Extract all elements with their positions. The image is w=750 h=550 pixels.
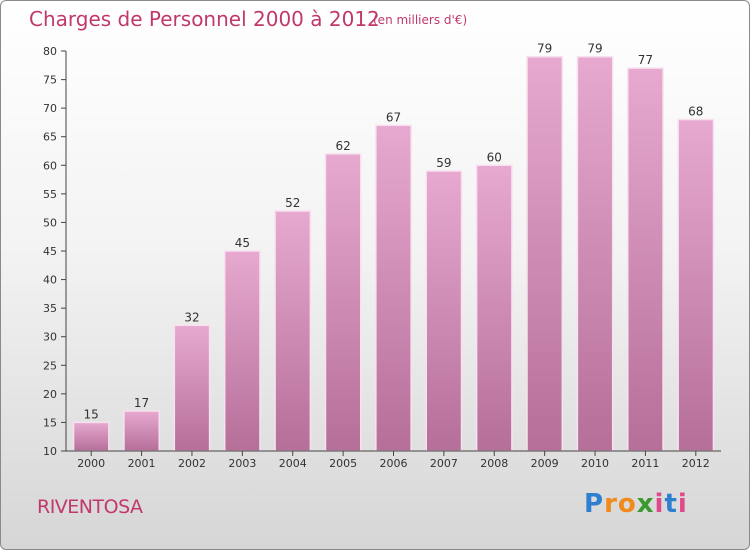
x-tick-label: 2000 [77, 457, 105, 470]
bar-2002 [173, 324, 211, 452]
logo-letter: P [584, 489, 605, 519]
bar-value-label: 52 [285, 196, 300, 210]
y-tick-label: 35 [43, 302, 57, 315]
x-tick-label: 2010 [581, 457, 609, 470]
bar-value-label: 67 [386, 110, 401, 124]
y-tick-label: 20 [43, 388, 57, 401]
y-tick-label: 60 [43, 159, 57, 172]
y-tick-label: 40 [43, 274, 57, 287]
bar-2011 [627, 67, 664, 452]
y-tick-label: 10 [43, 445, 57, 458]
logo-letter: i [654, 489, 665, 519]
x-tick-label: 2011 [631, 457, 659, 470]
y-tick-label: 80 [43, 45, 57, 58]
logo-letter: r [604, 489, 618, 519]
bar-2005 [324, 153, 362, 452]
bar-value-label: 77 [638, 53, 653, 67]
bar-value-label: 59 [436, 156, 451, 170]
bar-value-label: 32 [184, 310, 199, 324]
y-tick-label: 65 [43, 131, 57, 144]
bar-2010 [576, 55, 614, 452]
y-tick-label: 50 [43, 216, 57, 229]
bar-value-label: 45 [235, 236, 250, 250]
x-tick-label: 2005 [329, 457, 357, 470]
bar-value-label: 60 [487, 150, 502, 164]
logo-letter: i [677, 489, 688, 519]
bar-2006 [375, 124, 412, 452]
y-tick-label: 45 [43, 245, 57, 258]
x-axis: 2000 2001 2002 2003 2004 2005 2006 2007 2008 2009… [66, 450, 721, 470]
bars: 15 17 32 45 52 62 67 59 60 79 79 77 68 [72, 42, 715, 452]
x-tick-label: 2009 [531, 457, 559, 470]
bar-2000 [72, 421, 110, 452]
chart-title: Charges de Personnel 2000 à 2012 [29, 7, 380, 31]
y-tick-label: 70 [43, 102, 57, 115]
chart-subtitle: (en milliers d'€) [373, 13, 468, 27]
proxiti-logo: Proxiti [584, 489, 688, 519]
x-tick-label: 2007 [430, 457, 458, 470]
x-tick-label: 2012 [682, 457, 710, 470]
y-axis: 10 15 20 25 30 35 40 45 50 55 60 65 70 75 80 [43, 45, 67, 458]
logo-letter: x [636, 489, 655, 519]
bar-value-label: 15 [84, 407, 99, 421]
bar-value-label: 62 [335, 139, 350, 153]
y-tick-label: 55 [43, 188, 57, 201]
bar-value-label: 79 [537, 42, 552, 56]
logo-letter: t [664, 489, 678, 519]
x-tick-label: 2006 [380, 457, 408, 470]
x-tick-label: 2003 [228, 457, 256, 470]
x-tick-label: 2008 [480, 457, 508, 470]
logo-letter: o [617, 489, 637, 519]
y-tick-label: 25 [43, 359, 57, 372]
y-tick-label: 30 [43, 331, 57, 344]
bar-2012 [677, 118, 715, 452]
bar-2004 [274, 210, 312, 452]
x-tick-label: 2004 [279, 457, 307, 470]
commune-name: RIVENTOSA [37, 496, 143, 518]
bar-2003 [223, 250, 261, 452]
y-tick-label: 15 [43, 416, 57, 429]
bar-value-label: 79 [587, 42, 602, 56]
bar-value-label: 17 [134, 396, 149, 410]
x-tick-label: 2001 [128, 457, 156, 470]
bar-2001 [123, 410, 160, 452]
bar-2008 [475, 164, 513, 452]
bar-value-label: 68 [688, 105, 703, 119]
bar-2007 [425, 170, 463, 452]
y-tick-label: 75 [43, 74, 57, 87]
x-tick-label: 2002 [178, 457, 206, 470]
bar-2009 [526, 55, 564, 452]
